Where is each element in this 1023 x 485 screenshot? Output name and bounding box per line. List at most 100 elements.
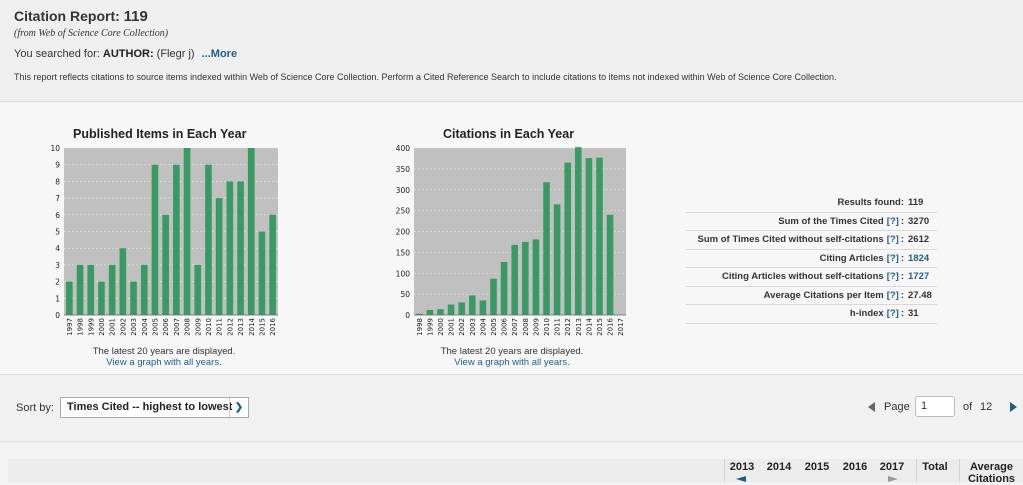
page-input[interactable]: 1 [915,396,955,417]
stat-value: 2612 [908,234,930,246]
x-tick-label: 2007 [511,318,519,336]
title-count: 119 [123,8,148,25]
y-tick-label: 9 [55,161,60,170]
stat-row: Sum of Times Cited without self-citation… [686,231,937,250]
y-tick-label: 4 [55,244,60,253]
column-year[interactable]: 2013 [729,461,755,473]
sort-label: Sort by: [16,402,54,414]
column-divider [724,459,725,482]
y-tick-label: 5 [55,228,60,237]
x-tick-label: 2015 [258,318,266,336]
x-tick-label: 2011 [216,318,224,336]
citations-chart: 0 50 100 150 200 250 300 350 400 1998 1999 2000 2001… [396,144,626,336]
previous-page-icon[interactable] [868,402,876,412]
help-link[interactable]: [?] [886,234,899,246]
x-tick-label: 2012 [564,318,572,336]
x-tick-label: 2010 [205,318,213,336]
help-link[interactable]: [?] [886,289,899,301]
column-average: Average Citations [967,461,1016,485]
column-total: Total [922,461,948,473]
x-tick-label: 2004 [479,317,487,335]
next-page-icon[interactable] [1010,402,1018,412]
x-tick-label: 2002 [119,318,127,336]
stat-label: Sum of Times Cited without self-citation… [697,234,884,246]
x-tick-label: 2001 [109,318,117,336]
bar [437,309,444,315]
help-link[interactable]: [?] [886,215,899,227]
bar [500,261,508,315]
stat-label: Citing Articles [819,252,884,264]
y-tick-label: 6 [55,211,60,220]
y-tick-label: 50 [400,290,410,299]
sort-bar: Sort by: Times Cited -- highest to lowes… [0,376,1023,442]
stat-value: 119 [908,197,924,209]
bar [76,264,84,315]
stat-value[interactable]: 1824 [908,252,930,264]
bar [543,182,550,315]
x-tick-label: 2005 [490,318,498,336]
bar [258,231,266,315]
bar [532,239,540,315]
bar [119,248,127,315]
bar [173,164,180,315]
help-link[interactable]: [?] [886,271,899,283]
bar [98,281,105,315]
citations-chart-title: Citations in Each Year [443,127,575,141]
y-tick-label: 2 [55,278,60,287]
bar [140,264,148,315]
citation-stats: Results found: 119 Sum of the Times Cited[… [686,194,937,324]
bar [215,198,223,315]
bar [416,313,423,315]
column-year: 2016 [842,461,868,473]
stat-value[interactable]: 1727 [908,271,930,283]
x-tick-label: 2006 [162,317,170,335]
x-tick-label: 2016 [607,317,615,335]
page-subtitle: (from Web of Science Core Collection) [14,28,169,39]
bar [194,264,202,315]
x-tick-label: 2005 [151,318,159,336]
previous-years-icon[interactable] [736,476,746,482]
column-year: 2015 [804,461,830,473]
x-tick-label: 2003 [130,318,138,336]
x-tick-label: 1997 [66,318,74,336]
searched-field: AUTHOR: [102,48,154,60]
bar [490,278,497,315]
bar [606,214,614,315]
x-tick-label: 2014 [585,317,593,335]
more-link[interactable]: ...More [201,48,238,60]
bar [585,158,593,315]
published-all-years-link[interactable]: View a graph with all years. [106,357,222,368]
bar [479,300,487,315]
x-tick-label: 2000 [437,318,445,336]
bar [66,281,73,315]
bar [458,302,465,315]
x-tick-label: 2010 [543,318,551,336]
bar [151,164,159,315]
sort-select[interactable]: Times Cited -- highest to lowest ❯ [60,397,249,418]
help-link[interactable]: [?] [886,252,899,264]
bar [247,148,255,315]
next-years-icon[interactable] [888,476,898,482]
x-tick-label: 2013 [237,318,245,336]
stat-row: Citing Articles [?]:1824 [686,250,937,268]
x-tick-label: 2011 [554,318,562,336]
column-divider [916,459,917,482]
stat-row: Results found: 119 [686,194,937,213]
column-year[interactable]: 2017 [879,461,905,473]
x-tick-label: 2008 [522,318,530,336]
stat-row: Average Citations per Item [?]:27.48 [686,287,937,305]
results-table-header: 2013 2014 2015 2016 2017 Total Average C… [8,459,1023,485]
bar [596,157,603,315]
searched-value: (Flegr j) [156,48,195,60]
bar [447,304,455,315]
stat-row: Citing Articles without self-citations [?… [686,268,937,287]
x-tick-label: 1999 [426,318,434,336]
searched-label: You searched for: [14,48,100,60]
x-tick-label: 2004 [141,317,149,335]
help-link[interactable]: [?] [886,308,899,320]
x-tick-label: 2003 [469,318,477,336]
column-year: 2014 [766,461,792,473]
stat-row: Sum of the Times Cited [?]:3270 [686,213,937,231]
x-tick-label: 2001 [448,318,456,336]
citations-all-years-link[interactable]: View a graph with all years. [454,357,570,368]
